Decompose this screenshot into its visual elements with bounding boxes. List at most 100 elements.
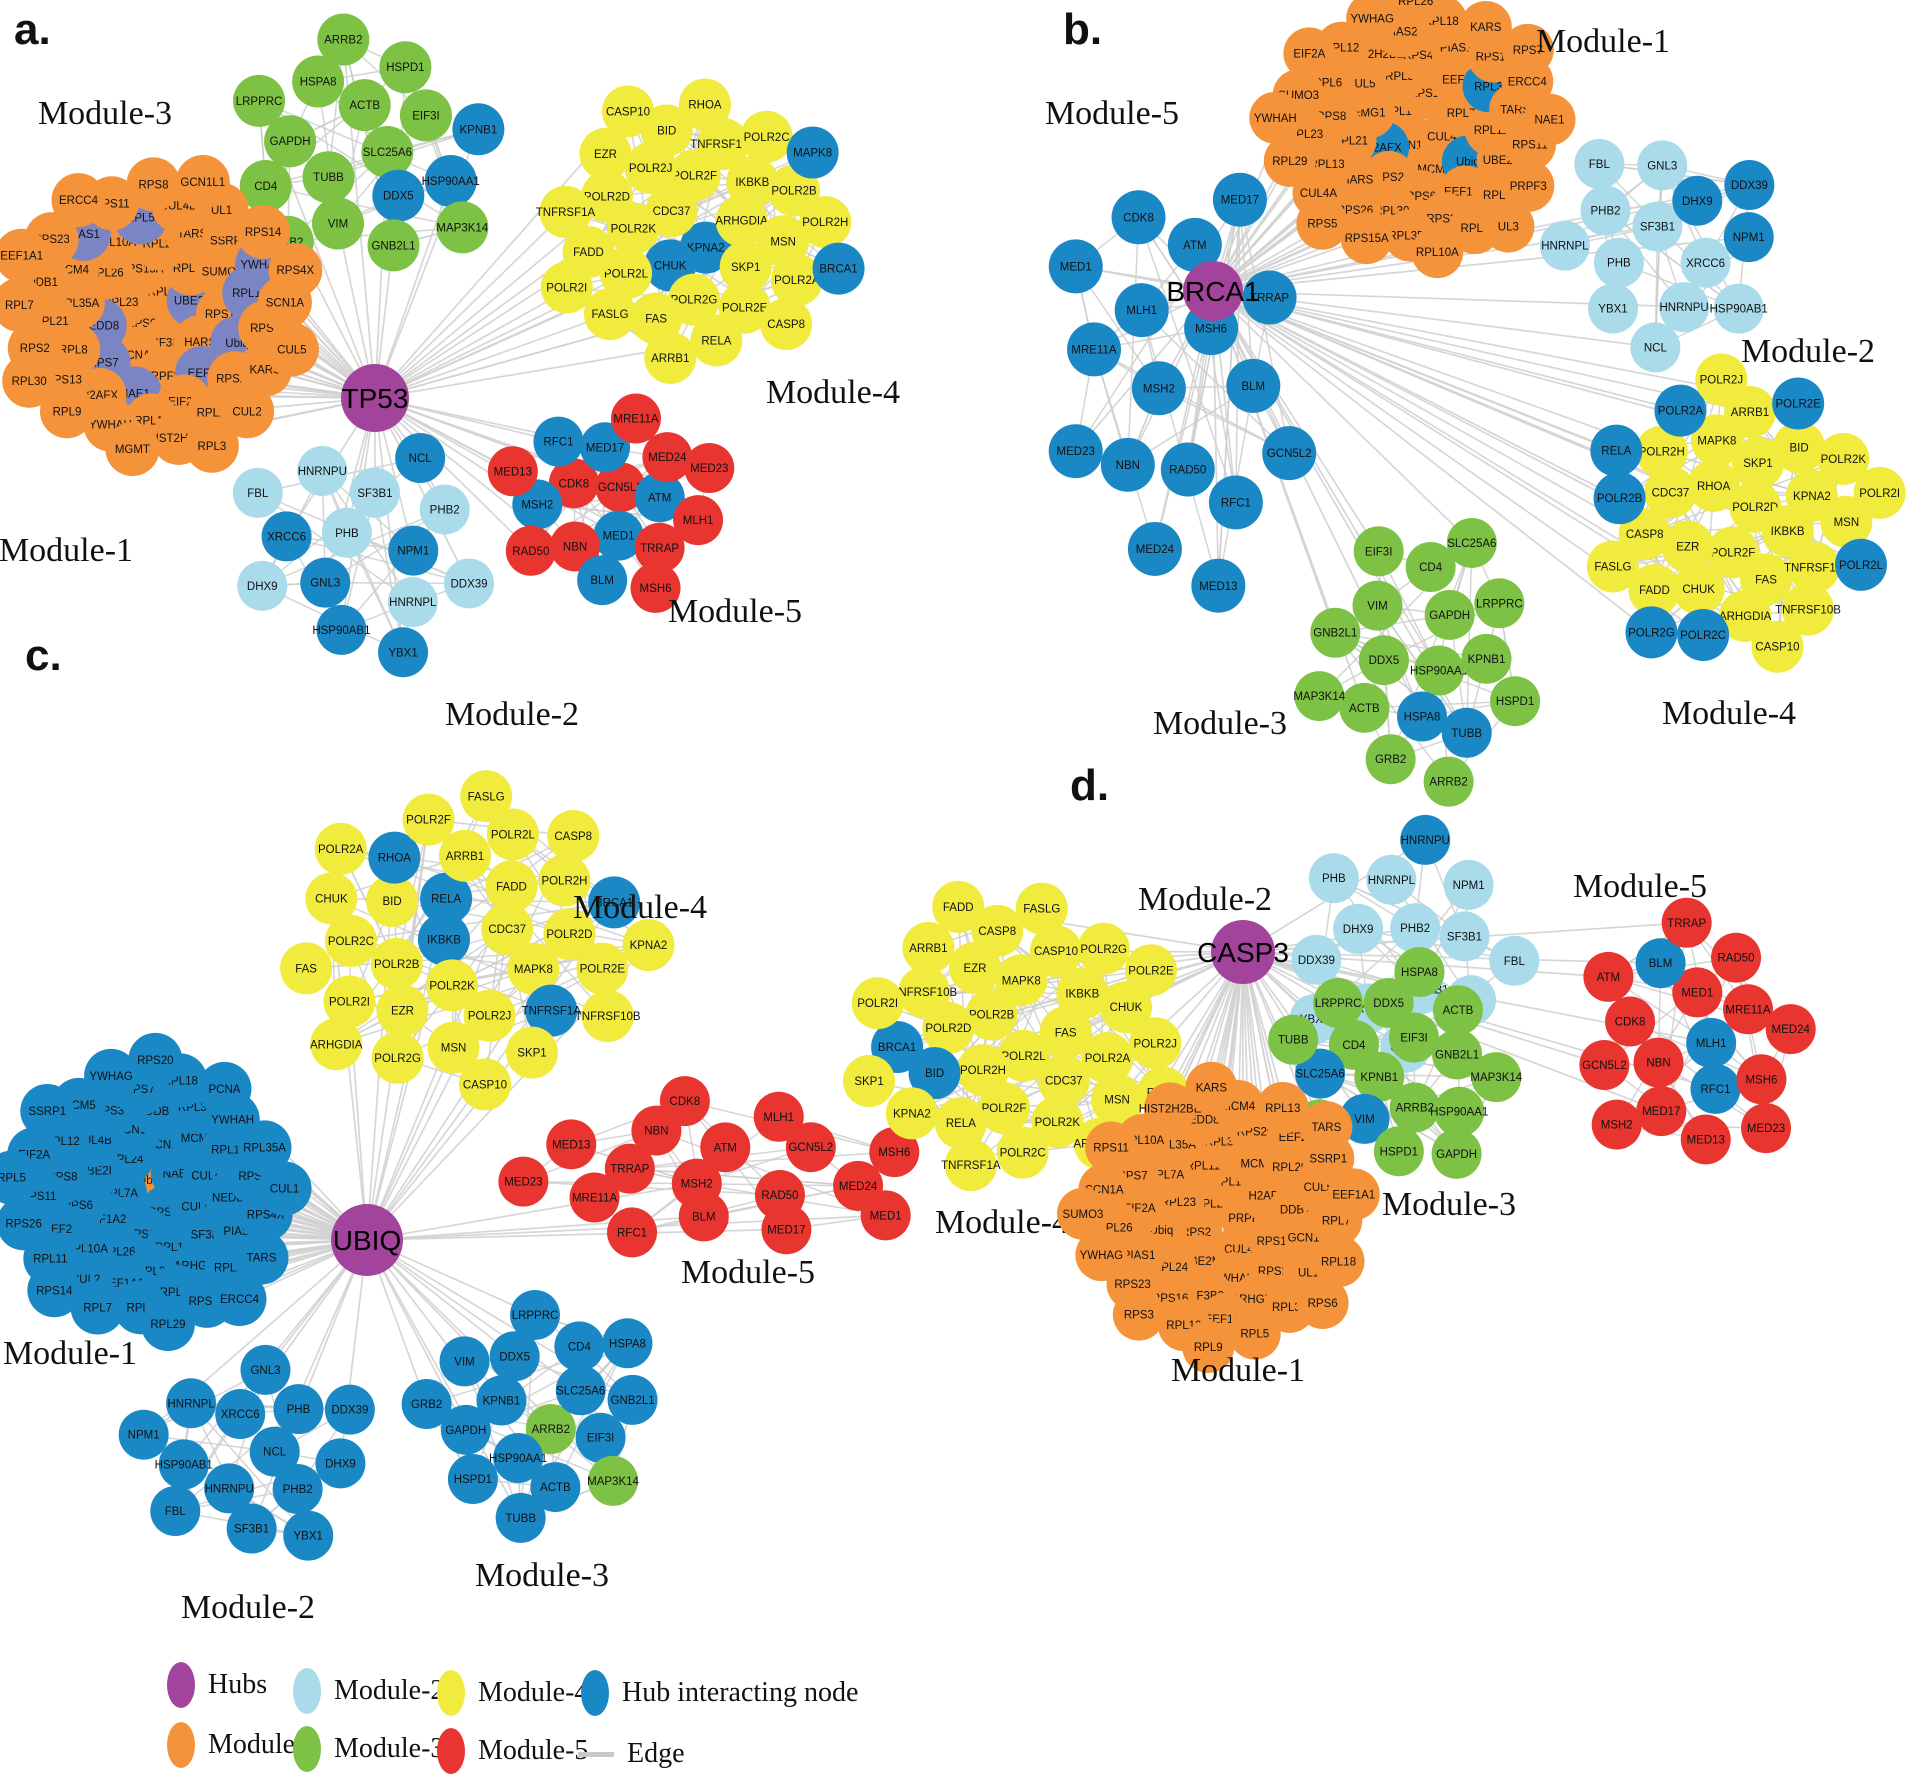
node-MED13[interactable]: MED13 <box>1680 1114 1731 1165</box>
node-MSH6[interactable]: MSH6 <box>869 1127 920 1178</box>
node-RPS14[interactable]: RPS14 <box>236 204 291 259</box>
node-DDX5[interactable]: DDX5 <box>372 169 425 222</box>
node-MED23[interactable]: MED23 <box>1741 1103 1792 1154</box>
node-SF3B1[interactable]: SF3B1 <box>226 1503 277 1554</box>
node-NBN[interactable]: NBN <box>1633 1037 1684 1088</box>
node-CASP10[interactable]: CASP10 <box>602 85 655 138</box>
node-CASP8[interactable]: CASP8 <box>760 298 813 351</box>
node-ERCC4[interactable]: ERCC4 <box>212 1272 267 1327</box>
node-MED24[interactable]: MED24 <box>1127 521 1182 576</box>
node-ERCC4[interactable]: ERCC4 <box>51 173 106 228</box>
node-MED17[interactable]: MED17 <box>1212 172 1267 227</box>
node-RPL7[interactable]: RPL7 <box>70 1280 125 1335</box>
node-MRE11A[interactable]: MRE11A <box>569 1172 620 1223</box>
node-NCL[interactable]: NCL <box>249 1426 300 1477</box>
node-ARRB2[interactable]: ARRB2 <box>317 13 370 66</box>
node-NPM1[interactable]: NPM1 <box>1723 212 1774 263</box>
node-RPL5[interactable]: RPL5 <box>1228 1307 1281 1360</box>
node-SF3B1[interactable]: SF3B1 <box>1439 911 1490 962</box>
node-HSPD1[interactable]: HSPD1 <box>1373 1126 1424 1177</box>
node-MAPK8[interactable]: MAPK8 <box>995 954 1048 1007</box>
node-RPL35A[interactable]: RPL35A <box>237 1120 292 1175</box>
node-DDX5[interactable]: DDX5 <box>489 1331 540 1382</box>
node-FASLG[interactable]: FASLG <box>460 770 513 823</box>
node-MED13[interactable]: MED13 <box>1191 558 1246 613</box>
node-DDX39[interactable]: DDX39 <box>324 1384 375 1435</box>
node-HNRNPL[interactable]: HNRNPL <box>166 1378 217 1429</box>
node-FAS[interactable]: FAS <box>280 942 333 995</box>
node-NPM1[interactable]: NPM1 <box>118 1409 169 1460</box>
node-POLR2A[interactable]: POLR2A <box>770 254 823 307</box>
node-MED17[interactable]: MED17 <box>761 1204 812 1255</box>
node-MED1[interactable]: MED1 <box>1048 239 1103 294</box>
node-TNFRSF10B[interactable]: TNFRSF10B <box>1775 583 1841 636</box>
node-MED17[interactable]: MED17 <box>1636 1086 1687 1137</box>
node-YBX1[interactable]: YBX1 <box>1588 283 1639 334</box>
node-DDX39[interactable]: DDX39 <box>444 558 495 609</box>
node-DHX9[interactable]: DHX9 <box>1333 903 1384 954</box>
node-GCN5L2[interactable]: GCN5L2 <box>1262 426 1317 481</box>
node-POLR2K[interactable]: POLR2K <box>1031 1096 1084 1149</box>
node-FADD[interactable]: FADD <box>485 860 538 913</box>
node-POLR2G[interactable]: POLR2G <box>371 1031 424 1084</box>
node-DDX5[interactable]: DDX5 <box>1363 977 1414 1028</box>
node-FADD[interactable]: FADD <box>1628 563 1681 616</box>
node-FBL[interactable]: FBL <box>150 1486 201 1537</box>
node-POLR2C[interactable]: POLR2C <box>740 110 793 163</box>
node-CHUK[interactable]: CHUK <box>1099 981 1152 1034</box>
node-POLR2F[interactable]: POLR2F <box>402 793 455 846</box>
node-LRPPRC[interactable]: LRPPRC <box>510 1289 561 1340</box>
node-RHOA[interactable]: RHOA <box>678 78 731 131</box>
node-POLR2I[interactable]: POLR2I <box>323 975 376 1028</box>
node-SF3B1[interactable]: SF3B1 <box>1632 201 1683 252</box>
node-FBL[interactable]: FBL <box>1574 138 1625 189</box>
node-YWHAH[interactable]: YWHAH <box>1249 91 1302 144</box>
node-NCL[interactable]: NCL <box>1630 322 1681 373</box>
node-MED23[interactable]: MED23 <box>684 442 735 493</box>
node-HSP90AA1[interactable]: HSP90AA1 <box>1410 645 1468 696</box>
node-SLC25A6[interactable]: SLC25A6 <box>555 1365 606 1416</box>
node-CASP10[interactable]: CASP10 <box>458 1058 511 1111</box>
node-POLR2A[interactable]: POLR2A <box>1654 384 1707 437</box>
node-GCN1L1[interactable]: GCN1L1 <box>175 155 230 210</box>
node-HNRNPU[interactable]: HNRNPU <box>1659 282 1710 333</box>
node-KPNA2[interactable]: KPNA2 <box>885 1087 938 1140</box>
node-ARRB2[interactable]: ARRB2 <box>525 1403 576 1454</box>
node-POLR2C[interactable]: POLR2C <box>1677 608 1730 661</box>
node-KPNB1[interactable]: KPNB1 <box>476 1375 527 1426</box>
node-GAPDH[interactable]: GAPDH <box>1424 589 1475 640</box>
node-FAS[interactable]: FAS <box>630 292 683 345</box>
node-EIF3I[interactable]: EIF3I <box>1388 1012 1439 1063</box>
node-POLR2I[interactable]: POLR2I <box>851 977 904 1030</box>
node-MED24[interactable]: MED24 <box>1765 1004 1816 1055</box>
node-GNB2L1[interactable]: GNB2L1 <box>1432 1029 1483 1080</box>
node-TNFRSF1A[interactable]: TNFRSF1A <box>522 984 582 1037</box>
node-POLR2E[interactable]: POLR2E <box>576 942 629 995</box>
node-RAD50[interactable]: RAD50 <box>1160 442 1215 497</box>
node-ARRB2[interactable]: ARRB2 <box>1423 756 1474 807</box>
node-TRRAP[interactable]: TRRAP <box>604 1143 655 1194</box>
node-HSP90AB1[interactable]: HSP90AB1 <box>312 604 371 655</box>
node-LRPPRC[interactable]: LRPPRC <box>233 74 286 127</box>
hub-node-UBIQ[interactable]: UBIQ <box>331 1204 403 1276</box>
node-SKP1[interactable]: SKP1 <box>506 1026 559 1079</box>
node-HSP90AA1[interactable]: HSP90AA1 <box>1430 1086 1488 1137</box>
node-DDX5[interactable]: DDX5 <box>1358 635 1409 686</box>
node-HSPD1[interactable]: HSPD1 <box>379 41 432 94</box>
node-GRB2[interactable]: GRB2 <box>401 1378 452 1429</box>
node-XRCC6[interactable]: XRCC6 <box>215 1389 266 1440</box>
node-MRE11A[interactable]: MRE11A <box>610 393 661 444</box>
node-POLR2I[interactable]: POLR2I <box>540 261 593 314</box>
node-KPNB1[interactable]: KPNB1 <box>452 103 505 156</box>
node-SSRP1[interactable]: SSRP1 <box>20 1083 75 1138</box>
node-SKP1[interactable]: SKP1 <box>1731 437 1784 490</box>
node-TNFRSF1A[interactable]: TNFRSF1A <box>536 185 596 238</box>
node-MLH1[interactable]: MLH1 <box>1686 1017 1737 1068</box>
node-RFC1[interactable]: RFC1 <box>533 416 584 467</box>
node-HSP90AB1[interactable]: HSP90AB1 <box>1710 283 1768 334</box>
node-ATM[interactable]: ATM <box>1167 217 1222 272</box>
node-TUBB[interactable]: TUBB <box>1441 707 1492 758</box>
node-RELA[interactable]: RELA <box>690 314 743 367</box>
node-EZR[interactable]: EZR <box>1661 520 1714 573</box>
node-YBX1[interactable]: YBX1 <box>283 1510 334 1561</box>
